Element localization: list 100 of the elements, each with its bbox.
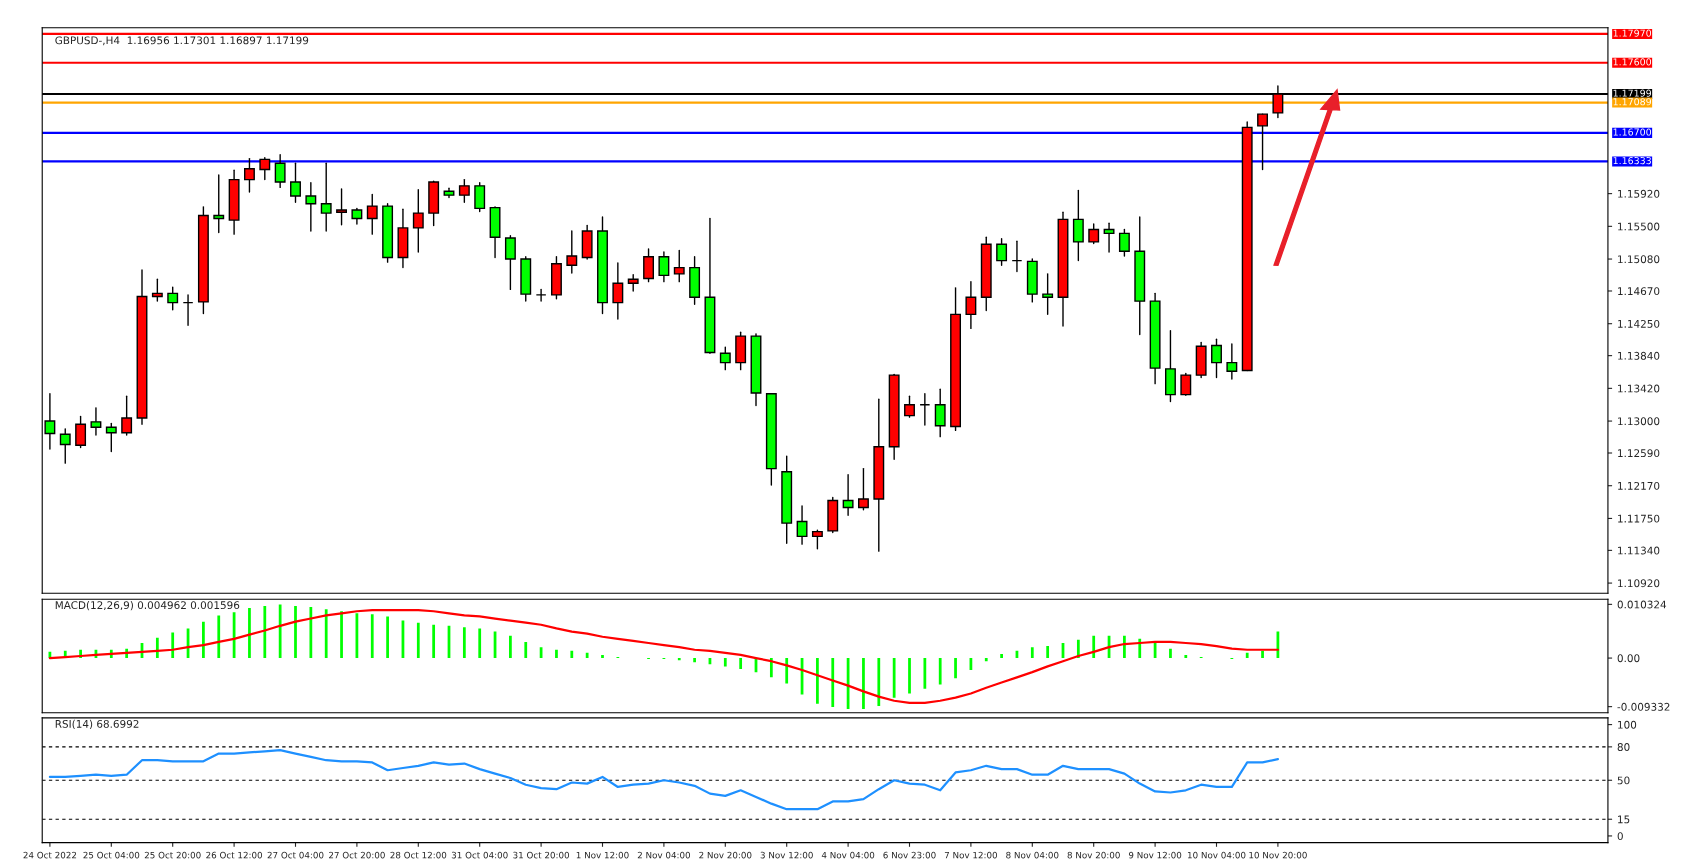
bar [278,604,282,659]
x-tick-label: 27 Oct 20:00 [329,851,385,859]
bar [248,608,251,659]
candlestick [290,162,301,203]
line-series [48,749,1280,811]
y-tick-label: 1.14670 [1618,287,1660,296]
candlestick [1226,343,1238,380]
chart-title: MACD(12,26,9) 0.004962 0.001596 [55,600,240,611]
candlestick [996,238,1008,266]
bar [877,658,881,706]
x-tick-label: 1 Nov 12:00 [576,851,629,859]
bar [294,606,297,659]
y-tick-label: 1.12170 [1618,481,1660,490]
candlestick [1103,222,1115,253]
bar [785,658,789,684]
ref-line-label: 1.17600 [1613,58,1652,66]
x-tick-label: 7 Nov 12:00 [944,851,998,859]
y-tick-label: 100 [1618,720,1637,729]
bar [908,658,911,694]
x-tick-label: 8 Nov 04:00 [1006,851,1059,859]
bar [892,658,896,698]
candlestick [1011,240,1023,273]
candlestick [1118,228,1130,257]
line-series [48,609,1280,704]
x-tick-label: 31 Oct 04:00 [451,851,508,859]
candlestick [919,393,931,426]
ref-line-label: 1.16333 [1613,157,1651,165]
candlestick [151,278,163,302]
candlestick [965,280,977,330]
candlestick [535,288,547,302]
candlestick [412,189,424,253]
candlestick [259,157,271,181]
candlestick [274,153,286,189]
x-tick-label: 2 Nov 20:00 [699,851,752,859]
y-tick-label: 1.13420 [1618,384,1660,393]
bar [585,652,589,659]
bar [217,615,221,659]
candlestick [336,188,348,226]
candlestick [458,178,470,203]
bar [1184,654,1188,659]
bar [677,658,681,661]
y-tick-label: 1.15920 [1618,189,1660,198]
bar [1138,638,1142,659]
y-tick-label: 0.00 [1617,654,1640,663]
bar [386,616,389,659]
bar [723,658,727,667]
candlestick [1072,189,1084,262]
bar [954,658,957,679]
ref-line-label: 1.17199 [1613,89,1652,97]
bar [1046,646,1050,659]
candlestick [213,174,225,234]
x-tick-label: 9 Nov 12:00 [1128,851,1182,859]
bar [340,611,343,659]
x-tick-label: 2 Nov 04:00 [637,851,691,859]
bar [831,658,835,707]
candlestick [566,230,578,274]
y-tick-label: 1.15500 [1618,222,1660,231]
bar [1169,648,1172,659]
candlestick [305,182,317,232]
y-tick-label: 15 [1618,815,1630,824]
candlestick [811,529,823,550]
bar [432,624,436,659]
y-tick-label: 1.13840 [1618,351,1660,360]
y-tick-label: 1.15080 [1618,255,1660,264]
candlestick [121,395,133,436]
bar [693,658,696,663]
candlestick [796,505,808,545]
ref-line-label: 1.17970 [1613,29,1652,37]
bar [1261,650,1264,659]
bar [570,650,574,659]
candlestick [1180,372,1192,397]
x-tick-label: 28 Oct 12:00 [390,851,447,859]
x-tick-label: 4 Nov 04:00 [821,851,875,859]
candlestick [857,467,869,511]
candlestick [167,286,179,311]
y-tick-label: 1.13000 [1618,417,1660,426]
bar [324,609,328,659]
candlestick [842,474,854,517]
x-tick-label: 6 Nov 23:00 [883,851,936,859]
x-tick-label: 10 Nov 20:00 [1249,851,1307,859]
y-tick-label: 1.11750 [1618,514,1660,523]
bar [555,649,558,659]
bar [1000,653,1003,659]
x-tick-label: 24 Oct 2022 [23,851,77,859]
x-tick-label: 25 Oct 20:00 [144,851,201,859]
bar [524,641,528,659]
candlestick [658,251,670,283]
candlestick [643,248,655,283]
y-tick-label: 80 [1617,743,1630,751]
candlestick [1257,113,1269,171]
bar [862,658,865,710]
candlestick [105,422,117,453]
y-tick-label: 1.12590 [1618,449,1660,458]
y-tick-label: 50 [1617,776,1630,785]
bar [202,621,205,659]
y-tick-label: -0.009332 [1617,702,1670,711]
bar [370,614,374,659]
candlestick [612,262,624,320]
x-tick-label: 26 Oct 12:00 [206,851,263,859]
candlestick [59,428,71,464]
